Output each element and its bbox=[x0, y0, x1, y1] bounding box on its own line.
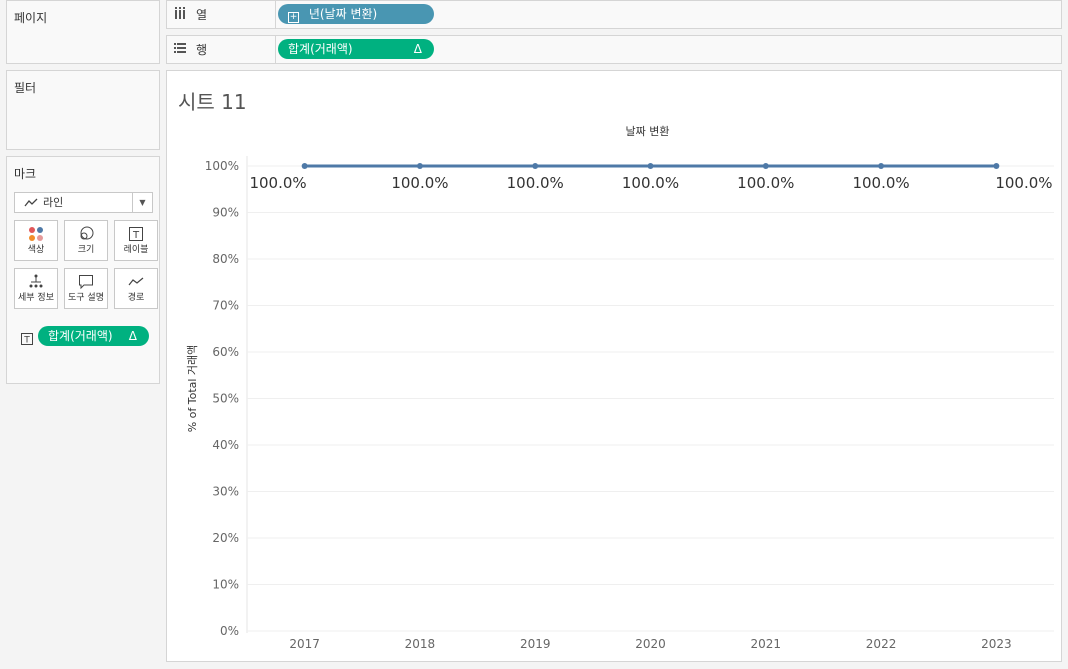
color-icon bbox=[15, 223, 57, 245]
detail-button[interactable]: 세부 정보 bbox=[14, 268, 58, 309]
y-tick-label: 60% bbox=[212, 345, 239, 359]
x-tick-label: 2020 bbox=[635, 637, 666, 651]
tooltip-icon bbox=[65, 271, 107, 293]
label-icon: T bbox=[115, 223, 157, 245]
pages-title: 페이지 bbox=[14, 11, 48, 25]
data-label: 100.0% bbox=[507, 174, 564, 192]
pages-card: 페이지 bbox=[6, 0, 160, 64]
data-label: 100.0% bbox=[622, 174, 679, 192]
columns-pill-label: 년(날짜 변환) bbox=[308, 7, 378, 21]
data-label: 100.0% bbox=[391, 174, 448, 192]
x-tick-label: 2021 bbox=[751, 637, 782, 651]
columns-field-pill[interactable]: + 년(날짜 변환) bbox=[278, 4, 434, 24]
color-button[interactable]: 색상 bbox=[14, 220, 58, 261]
path-icon bbox=[115, 271, 157, 293]
data-point bbox=[416, 163, 423, 169]
rows-field-pill[interactable]: 합계(거래액) Δ bbox=[278, 39, 434, 59]
delta-icon: Δ bbox=[128, 329, 137, 343]
y-tick-label: 80% bbox=[212, 252, 239, 266]
y-tick-label: 70% bbox=[212, 299, 239, 313]
data-point bbox=[301, 163, 308, 169]
columns-shelf-text: 열 bbox=[196, 8, 208, 22]
data-point bbox=[647, 163, 654, 169]
tooltip-button-label: 도구 설명 bbox=[68, 293, 104, 303]
data-point bbox=[993, 163, 1000, 169]
filters-card[interactable]: 필터 bbox=[6, 70, 160, 150]
rows-icon bbox=[174, 42, 186, 57]
y-tick-label: 20% bbox=[212, 531, 239, 545]
size-button[interactable]: 크기 bbox=[64, 220, 108, 261]
x-tick-label: 2023 bbox=[981, 637, 1012, 651]
x-tick-label: 2017 bbox=[289, 637, 320, 651]
columns-shelf-label: 열 bbox=[167, 1, 276, 28]
y-tick-label: 90% bbox=[212, 206, 239, 220]
chevron-down-icon[interactable]: ▼ bbox=[132, 193, 152, 212]
sheet-title: 시트 11 bbox=[178, 90, 247, 114]
y-axis-label: % of Total 거래액 bbox=[186, 345, 199, 433]
columns-icon bbox=[174, 7, 186, 22]
data-point bbox=[878, 163, 885, 169]
marks-field-pill-label: 합계(거래액) bbox=[48, 329, 113, 343]
expand-icon[interactable]: + bbox=[288, 12, 299, 23]
y-tick-label: 10% bbox=[212, 578, 239, 592]
rows-shelf[interactable]: 행 합계(거래액) Δ bbox=[166, 35, 1062, 64]
path-button-label: 경로 bbox=[127, 293, 145, 303]
y-tick-label: 50% bbox=[212, 392, 239, 406]
y-tick-label: 30% bbox=[212, 485, 239, 499]
x-tick-label: 2019 bbox=[520, 637, 551, 651]
x-tick-label: 2022 bbox=[866, 637, 897, 651]
tooltip-button[interactable]: 도구 설명 bbox=[64, 268, 108, 309]
marks-card: 마크 라인 ▼ 색상 크기 T 레이블 세부 정보 도구 설명 bbox=[6, 156, 160, 384]
data-point bbox=[532, 163, 539, 169]
columns-shelf[interactable]: 열 + 년(날짜 변환) bbox=[166, 0, 1062, 29]
rows-shelf-text: 행 bbox=[196, 43, 208, 57]
svg-text:T: T bbox=[23, 336, 30, 346]
detail-icon bbox=[15, 271, 57, 293]
label-button[interactable]: T 레이블 bbox=[114, 220, 158, 261]
data-label: 100.0% bbox=[249, 174, 306, 192]
rows-shelf-label: 행 bbox=[167, 36, 276, 63]
mark-type-dropdown[interactable]: 라인 ▼ bbox=[14, 192, 153, 213]
label-button-label: 레이블 bbox=[123, 245, 149, 255]
svg-text:T: T bbox=[132, 230, 140, 241]
x-tick-label: 2018 bbox=[405, 637, 436, 651]
marks-field-pill[interactable]: 합계(거래액) Δ bbox=[38, 326, 149, 346]
data-label: 100.0% bbox=[852, 174, 909, 192]
y-tick-label: 100% bbox=[205, 159, 239, 173]
worksheet-view: 시트 11 0% 10% 20% 30% 40% 50% 60% 70% 80% 90% 100% 날… bbox=[166, 70, 1062, 662]
y-tick-label: 0% bbox=[220, 624, 239, 638]
detail-button-label: 세부 정보 bbox=[18, 293, 54, 303]
rows-pill-label: 합계(거래액) bbox=[288, 42, 353, 56]
y-tick-label: 40% bbox=[212, 438, 239, 452]
data-label: 100.0% bbox=[737, 174, 794, 192]
chart-title: 날짜 변환 bbox=[626, 125, 670, 138]
line-mark-icon bbox=[24, 193, 38, 218]
filters-title: 필터 bbox=[14, 81, 37, 95]
label-type-icon: T bbox=[21, 330, 33, 349]
line-chart: 0% 10% 20% 30% 40% 50% 60% 70% 80% 90% 100% 날짜 변환 % … bbox=[186, 125, 1054, 651]
size-icon bbox=[65, 223, 107, 245]
data-label: 100.0% bbox=[995, 174, 1052, 192]
size-button-label: 크기 bbox=[77, 245, 95, 255]
data-point bbox=[762, 163, 769, 169]
marks-title: 마크 bbox=[14, 167, 37, 181]
path-button[interactable]: 경로 bbox=[114, 268, 158, 309]
mark-type-label: 라인 bbox=[43, 196, 64, 209]
delta-icon: Δ bbox=[413, 42, 422, 56]
color-button-label: 색상 bbox=[27, 245, 45, 255]
